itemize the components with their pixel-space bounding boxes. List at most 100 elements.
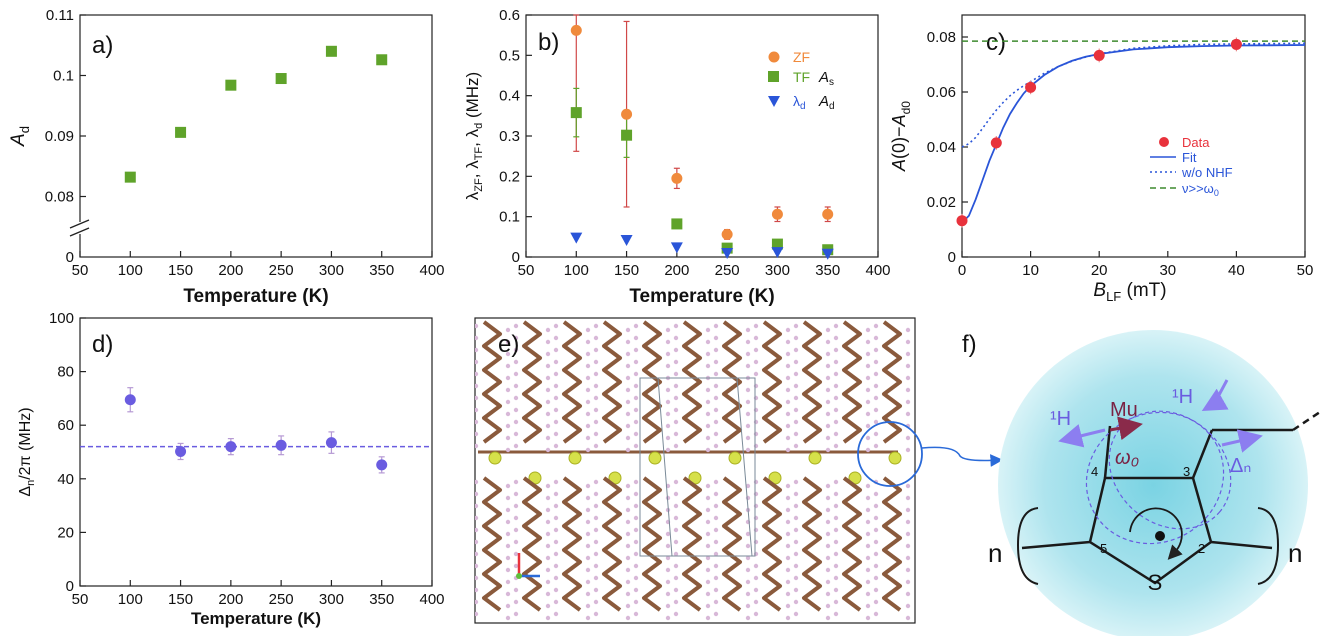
hydrogen-atom <box>475 527 479 533</box>
hydrogen-atom <box>673 407 679 413</box>
data-point-lambda-d <box>771 247 784 259</box>
hydrogen-atom <box>905 435 911 441</box>
hydrogen-atom <box>585 363 591 369</box>
hydrogen-atom <box>745 363 751 369</box>
hydrogen-atom <box>905 531 911 537</box>
hydrogen-atom <box>865 543 871 549</box>
hydrogen-atom <box>745 447 751 453</box>
hydrogen-atom <box>513 395 519 401</box>
hydrogen-atom <box>745 387 751 393</box>
hydrogen-atom <box>475 383 479 389</box>
hydrogen-atom <box>865 339 871 345</box>
hydrogen-atom <box>625 615 631 621</box>
hydrogen-atom <box>833 407 839 413</box>
panel-c-legend: Data Fit w/o NHF ν>>ω0 <box>1150 135 1233 198</box>
panel-c-ylabel: A(0)−Ad0 <box>889 101 913 172</box>
bracket-left <box>1016 507 1039 585</box>
hydrogen-atom <box>475 359 479 365</box>
hydrogen-atom <box>825 483 831 489</box>
hydrogen-atom <box>513 551 519 557</box>
data-point-tf <box>621 129 633 141</box>
hydrogen-atom <box>505 495 511 501</box>
legend-tf-label: TF <box>793 69 810 85</box>
x-tick-label: 100 <box>564 262 589 279</box>
hydrogen-atom <box>625 435 631 441</box>
hydrogen-atom <box>705 615 711 621</box>
hydrogen-atom <box>475 419 479 425</box>
hydrogen-atom <box>633 503 639 509</box>
axis-break-mark <box>69 227 90 237</box>
x-tick-label: 300 <box>319 591 344 608</box>
hydrogen-atom <box>905 447 911 453</box>
hydrogen-atom <box>713 419 719 425</box>
hydrogen-atom <box>873 575 879 581</box>
thiophene-ring <box>1088 476 1213 585</box>
hydrogen-atom <box>475 551 479 557</box>
x-tick-label: 300 <box>765 262 790 279</box>
hydrogen-atom <box>753 563 759 569</box>
hydrogen-atom <box>513 371 519 377</box>
y-tick-label: 40 <box>57 471 74 488</box>
hydrogen-atom <box>475 335 479 341</box>
x-tick-label: 350 <box>369 262 394 279</box>
y-tick-label: 0 <box>66 249 74 266</box>
x-tick-label: 150 <box>614 262 639 279</box>
hydrogen-atom <box>505 567 511 573</box>
hydrogen-atom <box>745 399 751 405</box>
hydrogen-atom <box>713 587 719 593</box>
hydrogen-atom <box>545 435 551 441</box>
panel-b-xlabel: Temperature (K) <box>629 286 774 307</box>
side-chain <box>722 320 742 444</box>
panel-d-chart: d) 50 100 150 200 250 300 350 400 020406080100 … <box>17 310 445 628</box>
hydrogen-atom <box>505 423 511 429</box>
side-chain <box>642 320 662 444</box>
x-tick-label: 30 <box>1159 262 1176 279</box>
legend-data-label: Data <box>1182 135 1210 150</box>
hydrogen-atom <box>753 527 759 533</box>
hydrogen-atom <box>665 615 671 621</box>
zoom-connector-arrow <box>921 446 1004 467</box>
data-point-tf <box>671 218 683 230</box>
panel-d-xlabel: Temperature (K) <box>191 609 321 628</box>
legend-tf-marker <box>768 71 779 82</box>
hydrogen-atom <box>833 503 839 509</box>
hydrogen-atom <box>505 363 511 369</box>
hydrogen-atom <box>785 435 791 441</box>
hydrogen-atom <box>713 575 719 581</box>
hydrogen-atom <box>833 359 839 365</box>
hydrogen-atom <box>625 387 631 393</box>
fit-curve <box>961 44 1306 224</box>
hydrogen-atom <box>505 351 511 357</box>
hydrogen-atom <box>833 443 839 449</box>
hydrogen-atom <box>905 519 911 525</box>
hydrogen-atom <box>905 375 911 381</box>
x-tick-label: 200 <box>664 262 689 279</box>
hydrogen-atom <box>833 527 839 533</box>
hydrogen-atom <box>713 527 719 533</box>
hydrogen-atom <box>833 515 839 521</box>
hydrogen-atom <box>673 587 679 593</box>
hydrogen-atom <box>673 503 679 509</box>
hydrogen-atom <box>513 563 519 569</box>
hydrogen-atom <box>825 543 831 549</box>
hydrogen-atom <box>905 351 911 357</box>
hydrogen-atom <box>713 395 719 401</box>
hydrogen-atom <box>905 483 911 489</box>
y-tick-label: 80 <box>57 364 74 381</box>
hydrogen-atom <box>553 431 559 437</box>
hydrogen-atom <box>585 423 591 429</box>
hydrogen-atom <box>705 555 711 561</box>
x-tick-label: 50 <box>72 262 89 279</box>
hydrogen-atom <box>553 527 559 533</box>
hydrogen-atom <box>825 339 831 345</box>
sulfur-atom <box>568 451 582 465</box>
hydrogen-atom <box>753 611 759 617</box>
hydrogen-atom <box>705 519 711 525</box>
hydrogen-atom <box>505 507 511 513</box>
hydrogen-atom <box>505 387 511 393</box>
hydrogen-atom <box>553 371 559 377</box>
hydrogen-atom <box>793 323 799 329</box>
hydrogen-atom <box>513 503 519 509</box>
side-chain <box>522 320 542 444</box>
